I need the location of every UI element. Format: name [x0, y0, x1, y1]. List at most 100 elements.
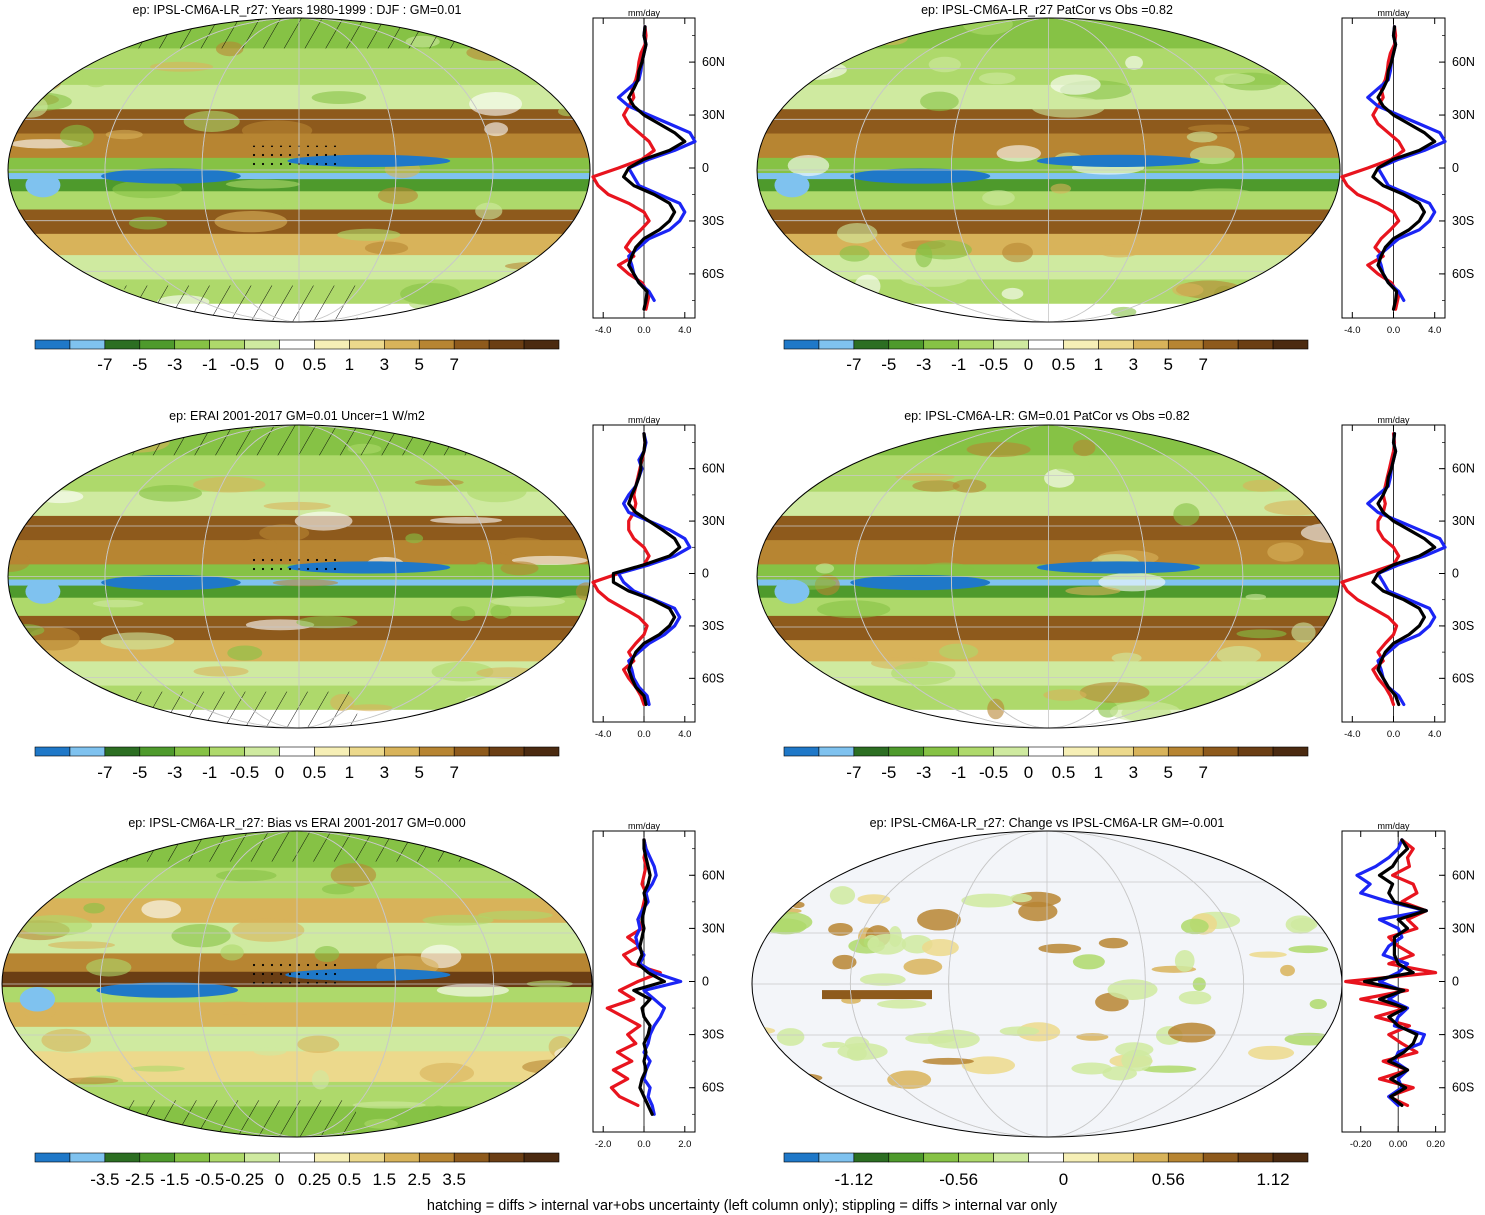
profile-line-black	[1371, 432, 1437, 707]
colorbar-label: 0	[275, 355, 284, 374]
colorbar-swatch	[818, 746, 855, 757]
profile-line-black	[1362, 838, 1428, 1108]
profile-lat-tick: 30S	[702, 1028, 724, 1042]
profile-unit: mm/day	[1377, 8, 1410, 18]
colorbar-label: 1	[1094, 355, 1103, 374]
profile-x-tick: 0.0	[637, 1139, 650, 1150]
profile-line-black	[621, 25, 687, 311]
colorbar-swatch	[1098, 339, 1134, 350]
profile-lat-tick: 30S	[702, 619, 724, 633]
colorbar-swatch	[34, 1152, 71, 1163]
map-border	[1, 830, 593, 1138]
profile-x-tick: 0.00	[1389, 1139, 1408, 1150]
colorbar-swatch	[783, 1152, 820, 1163]
colorbar-swatch	[888, 339, 925, 350]
profile-lat-tick: 0	[702, 567, 709, 581]
profile-line-black	[632, 838, 667, 1116]
colorbar-swatch	[1272, 1152, 1309, 1163]
colorbar-label: -0.5	[979, 355, 1008, 374]
colorbar-swatch	[174, 746, 210, 757]
colorbar-label: 0	[275, 1170, 284, 1189]
zonal-profile: mm/day -4.0 0.0 4.0 60N 30N 0 30S 60S	[1340, 415, 1475, 740]
panel-title: ep: IPSL-CM6A-LR_r27: Bias vs ERAI 2001-…	[128, 816, 465, 830]
world-map	[8, 425, 590, 728]
profile-x-tick: -0.20	[1350, 1139, 1372, 1150]
colorbar-label: 5	[1164, 355, 1173, 374]
colorbar-label: 7	[1198, 763, 1207, 782]
panel-title: ep: IPSL-CM6A-LR_r27 PatCor vs Obs =0.82	[921, 3, 1173, 17]
colorbar-label: 1	[345, 763, 354, 782]
colorbar-swatch	[523, 1152, 560, 1163]
profile-lat-tick: 60N	[702, 55, 725, 69]
colorbar-label: 1.5	[373, 1170, 397, 1189]
colorbar-label: 7	[1198, 355, 1207, 374]
colorbar-swatch	[1133, 746, 1169, 757]
colorbar-swatch	[1133, 1152, 1169, 1163]
profile-lat-tick: 60N	[1452, 55, 1475, 69]
colorbar-swatch	[853, 339, 890, 350]
colorbar-swatch	[279, 746, 315, 757]
footnote: hatching = diffs > internal var+obs unce…	[427, 1198, 1058, 1214]
profile-x-tick: -4.0	[1344, 325, 1360, 336]
colorbar-swatch	[384, 339, 420, 350]
colorbar-swatch	[1272, 746, 1309, 757]
colorbar-swatch	[104, 339, 141, 350]
zonal-profile: mm/day -2.0 0.0 2.0 60N 30N 0 30S 60S	[592, 821, 725, 1150]
profile-unit: mm/day	[628, 415, 661, 425]
colorbar-swatch	[888, 746, 925, 757]
profile-lat-tick: 30S	[1452, 619, 1474, 633]
colorbar-label: -7	[846, 763, 861, 782]
world-map	[2, 831, 592, 1137]
colorbar-swatch	[209, 746, 245, 757]
colorbar-swatch	[818, 339, 855, 350]
colorbar-label: 0.5	[303, 763, 327, 782]
colorbar-label: -0.5	[979, 763, 1008, 782]
colorbar-label: 0	[275, 763, 284, 782]
panel-top-left: ep: IPSL-CM6A-LR_r27: Years 1980-1999 : …	[7, 3, 725, 374]
colorbar-swatch	[958, 1152, 994, 1163]
colorbar-swatch	[783, 746, 820, 757]
profile-x-tick: 4.0	[678, 729, 691, 740]
colorbar-swatch	[993, 1152, 1029, 1163]
profile-x-tick: 4.0	[1428, 729, 1441, 740]
colorbar-swatch	[1098, 746, 1134, 757]
colorbar-swatch	[174, 339, 210, 350]
colorbar-label: -1	[951, 763, 966, 782]
colorbar: -1.12 -0.56 0 0.56 1.12	[783, 1152, 1309, 1189]
colorbar-swatch	[453, 1152, 490, 1163]
colorbar-swatch	[418, 746, 455, 757]
colorbar-label: 0	[1024, 763, 1033, 782]
profile-lat-tick: 60N	[1452, 462, 1475, 476]
profile-lat-tick: 30S	[702, 214, 724, 228]
colorbar-swatch	[104, 1152, 141, 1163]
colorbar-swatch	[453, 339, 490, 350]
zonal-profile: mm/day -4.0 0.0 4.0 60N 30N 0 30S 60S	[591, 8, 725, 336]
profile-lat-tick: 30N	[1452, 921, 1475, 935]
colorbar-label: -7	[97, 355, 112, 374]
colorbar-swatch	[923, 1152, 959, 1163]
panel-middle-left: ep: ERAI 2001-2017 GM=0.01 Uncer=1 W/m2 -…	[7, 409, 725, 782]
colorbar-label: 7	[449, 763, 458, 782]
colorbar-swatch	[314, 746, 350, 757]
panel-bottom-left: ep: IPSL-CM6A-LR_r27: Bias vs ERAI 2001-…	[1, 816, 725, 1189]
colorbar-swatch	[1028, 746, 1064, 757]
zonal-profile: mm/day -4.0 0.0 4.0 60N 30N 0 30S 60S	[1340, 8, 1475, 336]
colorbar-label: 1	[345, 355, 354, 374]
colorbar-label: 5	[1164, 763, 1173, 782]
colorbar-label: -1.5	[160, 1170, 189, 1189]
colorbar-swatch	[244, 1152, 280, 1163]
colorbar-label: 3	[1129, 763, 1138, 782]
colorbar-label: -3	[167, 763, 182, 782]
colorbar-swatch	[923, 339, 959, 350]
zonal-profile: mm/day -0.20 0.00 0.20 60N 30N 0 30S 60S	[1341, 821, 1475, 1150]
colorbar-swatch	[783, 339, 820, 350]
profile-lat-tick: 0	[702, 975, 709, 989]
colorbar-swatch	[349, 1152, 385, 1163]
profile-lat-tick: 60N	[702, 462, 725, 476]
colorbar-swatch	[1098, 1152, 1134, 1163]
profile-lat-tick: 30N	[702, 108, 725, 122]
profile-line-red	[605, 838, 662, 1108]
colorbar-swatch	[488, 339, 525, 350]
colorbar: -7 -5 -3 -1 -0.5 0 0.5 1 3 5 7	[34, 339, 560, 374]
panel-middle-right: ep: IPSL-CM6A-LR: GM=0.01 PatCor vs Obs …	[756, 409, 1475, 782]
